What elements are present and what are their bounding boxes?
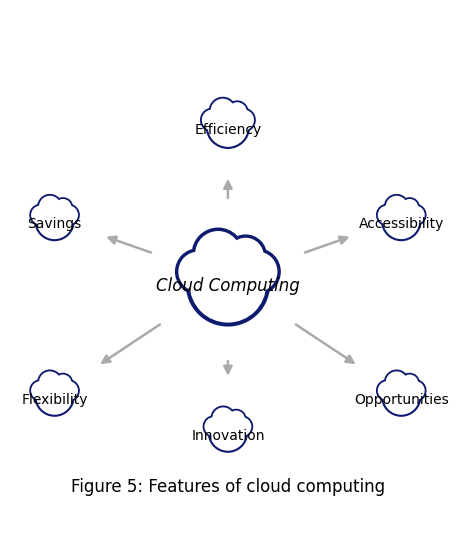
Circle shape (383, 378, 419, 415)
Circle shape (401, 199, 418, 216)
Circle shape (406, 205, 425, 225)
Circle shape (385, 195, 408, 218)
Circle shape (211, 98, 235, 123)
Text: Savings: Savings (27, 217, 82, 231)
Text: Efficiency: Efficiency (195, 123, 261, 136)
Circle shape (386, 371, 407, 393)
Circle shape (178, 251, 219, 292)
Circle shape (406, 381, 425, 400)
Circle shape (386, 196, 407, 217)
Circle shape (401, 375, 419, 392)
Circle shape (207, 106, 249, 147)
Circle shape (227, 238, 264, 274)
Circle shape (401, 375, 418, 392)
Text: Accessibility: Accessibility (359, 217, 444, 231)
Circle shape (227, 237, 264, 274)
Circle shape (377, 205, 397, 225)
Circle shape (204, 417, 224, 436)
Text: Cloud Computing: Cloud Computing (156, 277, 300, 295)
Circle shape (237, 251, 278, 292)
Circle shape (232, 109, 254, 131)
Circle shape (208, 107, 248, 147)
Circle shape (39, 371, 61, 393)
Circle shape (39, 195, 61, 218)
Circle shape (385, 371, 408, 393)
Circle shape (237, 251, 278, 292)
Circle shape (36, 202, 73, 240)
Circle shape (190, 246, 266, 323)
Circle shape (178, 251, 219, 292)
Circle shape (31, 205, 50, 225)
Circle shape (55, 199, 72, 216)
Circle shape (59, 381, 79, 400)
Circle shape (36, 203, 73, 239)
Circle shape (195, 231, 241, 277)
Circle shape (401, 199, 419, 216)
Text: Flexibility: Flexibility (21, 393, 88, 406)
Circle shape (378, 206, 397, 224)
Circle shape (39, 196, 61, 217)
Circle shape (210, 415, 246, 451)
Circle shape (31, 206, 50, 224)
Circle shape (228, 102, 247, 122)
Circle shape (204, 417, 224, 436)
Circle shape (54, 375, 72, 392)
Circle shape (227, 410, 245, 428)
Circle shape (378, 381, 397, 400)
Circle shape (383, 378, 420, 415)
Circle shape (233, 109, 254, 130)
Circle shape (210, 98, 235, 123)
Circle shape (209, 414, 247, 452)
Circle shape (213, 408, 234, 429)
Circle shape (59, 381, 78, 400)
Circle shape (228, 410, 245, 428)
Circle shape (31, 381, 50, 400)
Text: Innovation: Innovation (191, 429, 265, 443)
Circle shape (383, 203, 419, 239)
Circle shape (383, 202, 420, 240)
Circle shape (212, 407, 234, 430)
Circle shape (31, 381, 50, 400)
Circle shape (202, 109, 223, 130)
Circle shape (59, 206, 78, 224)
Circle shape (227, 102, 247, 122)
Circle shape (54, 199, 72, 216)
Circle shape (36, 378, 73, 415)
Circle shape (55, 375, 72, 392)
Circle shape (232, 417, 252, 436)
Text: Opportunities: Opportunities (354, 393, 449, 406)
Circle shape (188, 245, 267, 324)
Circle shape (36, 378, 73, 415)
Circle shape (232, 417, 251, 436)
Circle shape (406, 206, 425, 224)
Circle shape (377, 381, 397, 400)
Circle shape (59, 205, 79, 225)
Circle shape (201, 109, 223, 131)
Circle shape (406, 381, 425, 400)
Text: Figure 5: Features of cloud computing: Figure 5: Features of cloud computing (71, 477, 385, 496)
Circle shape (39, 371, 61, 393)
Circle shape (195, 230, 242, 278)
